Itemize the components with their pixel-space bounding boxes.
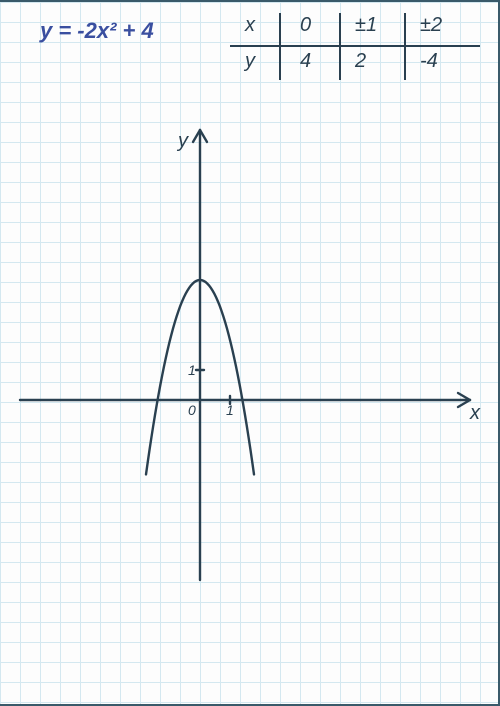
plot-svg <box>0 0 500 706</box>
y-tick-one: 1 <box>188 362 196 378</box>
x-tick-one: 1 <box>226 402 234 418</box>
graph-paper-page: y = -2x² + 4 x 0 ±1 ±2 y 4 2 -4 y x 0 1 … <box>0 0 500 706</box>
axes <box>20 130 470 580</box>
origin-label: 0 <box>188 402 196 418</box>
x-axis-label: x <box>470 402 480 425</box>
y-axis-label: y <box>178 130 188 153</box>
